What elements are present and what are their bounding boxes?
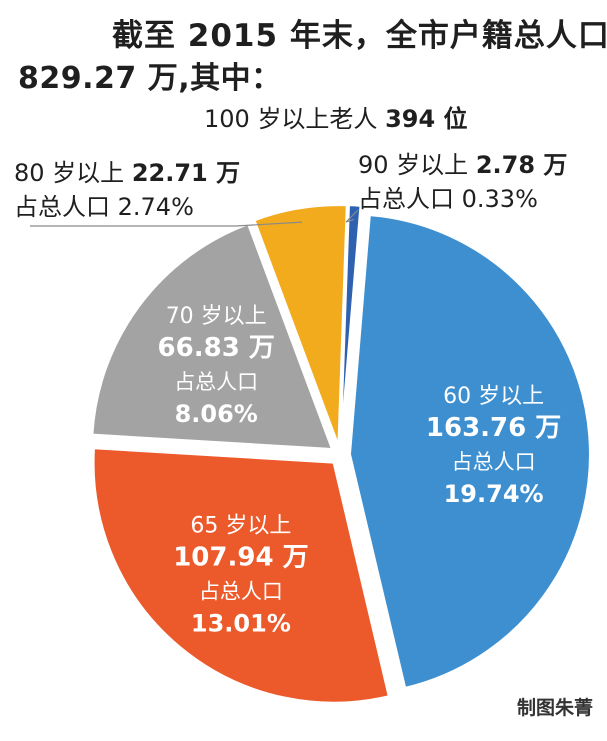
slice-percent-65-plus: 13.01% — [191, 609, 291, 637]
slice-share-60-plus: 占总人口 — [452, 450, 536, 474]
callout-leader-lines — [30, 209, 359, 227]
slice-category-60-plus: 60 岁以上 — [443, 384, 544, 409]
chart-title-line-2: 829.27 万,其中： — [18, 61, 282, 96]
pie-slice-90-plus — [339, 204, 362, 446]
pie-slice-80-plus — [253, 204, 348, 446]
callout-90-line-1: 90 岁以上 2.78 万 — [358, 148, 567, 182]
leader-line-80-plus — [30, 221, 303, 227]
chart-title-line-1: 截至 2015 年末，全市户籍总人口 — [112, 18, 607, 54]
callout-80-line-1: 80 岁以上 22.71 万 — [14, 156, 240, 190]
callout-90-category: 90 岁以上 — [358, 151, 469, 179]
slice-percent-60-plus: 19.74% — [444, 480, 544, 508]
callout-90-plus: 90 岁以上 2.78 万 占总人口 0.33% — [358, 148, 567, 216]
slice-category-70-plus: 70 岁以上 — [166, 304, 267, 329]
pie-slice-70-plus — [91, 222, 334, 451]
centenarian-value: 394 位 — [385, 105, 468, 133]
callout-80-line-2: 占总人口 2.74% — [14, 193, 194, 221]
slice-value-65-plus: 107.94 万 — [173, 542, 308, 572]
slice-value-60-plus: 163.76 万 — [426, 413, 561, 443]
slice-value-70-plus: 66.83 万 — [158, 333, 275, 363]
slice-percent-70-plus: 8.06% — [175, 400, 258, 428]
callout-90-value: 2.78 万 — [475, 151, 568, 179]
pie-slice-60-plus — [348, 213, 591, 690]
callout-80-plus: 80 岁以上 22.71 万 占总人口 2.74% — [14, 156, 240, 224]
chart-credit: 制图朱菁 — [516, 697, 593, 719]
centenarian-label: 100 岁以上老人 — [204, 105, 378, 133]
slice-category-65-plus: 65 岁以上 — [190, 513, 291, 538]
pie-slices — [91, 204, 591, 704]
centenarian-note: 100 岁以上老人 394 位 — [204, 99, 468, 134]
pie-slice-65-plus — [92, 447, 390, 704]
callout-90-line-2: 占总人口 0.33% — [358, 185, 538, 213]
leader-line-90-plus — [345, 209, 359, 223]
slice-share-70-plus: 占总人口 — [174, 370, 258, 394]
callout-80-category: 80 岁以上 — [14, 159, 125, 187]
slice-share-65-plus: 占总人口 — [199, 579, 283, 603]
callout-80-value: 22.71 万 — [131, 159, 241, 187]
